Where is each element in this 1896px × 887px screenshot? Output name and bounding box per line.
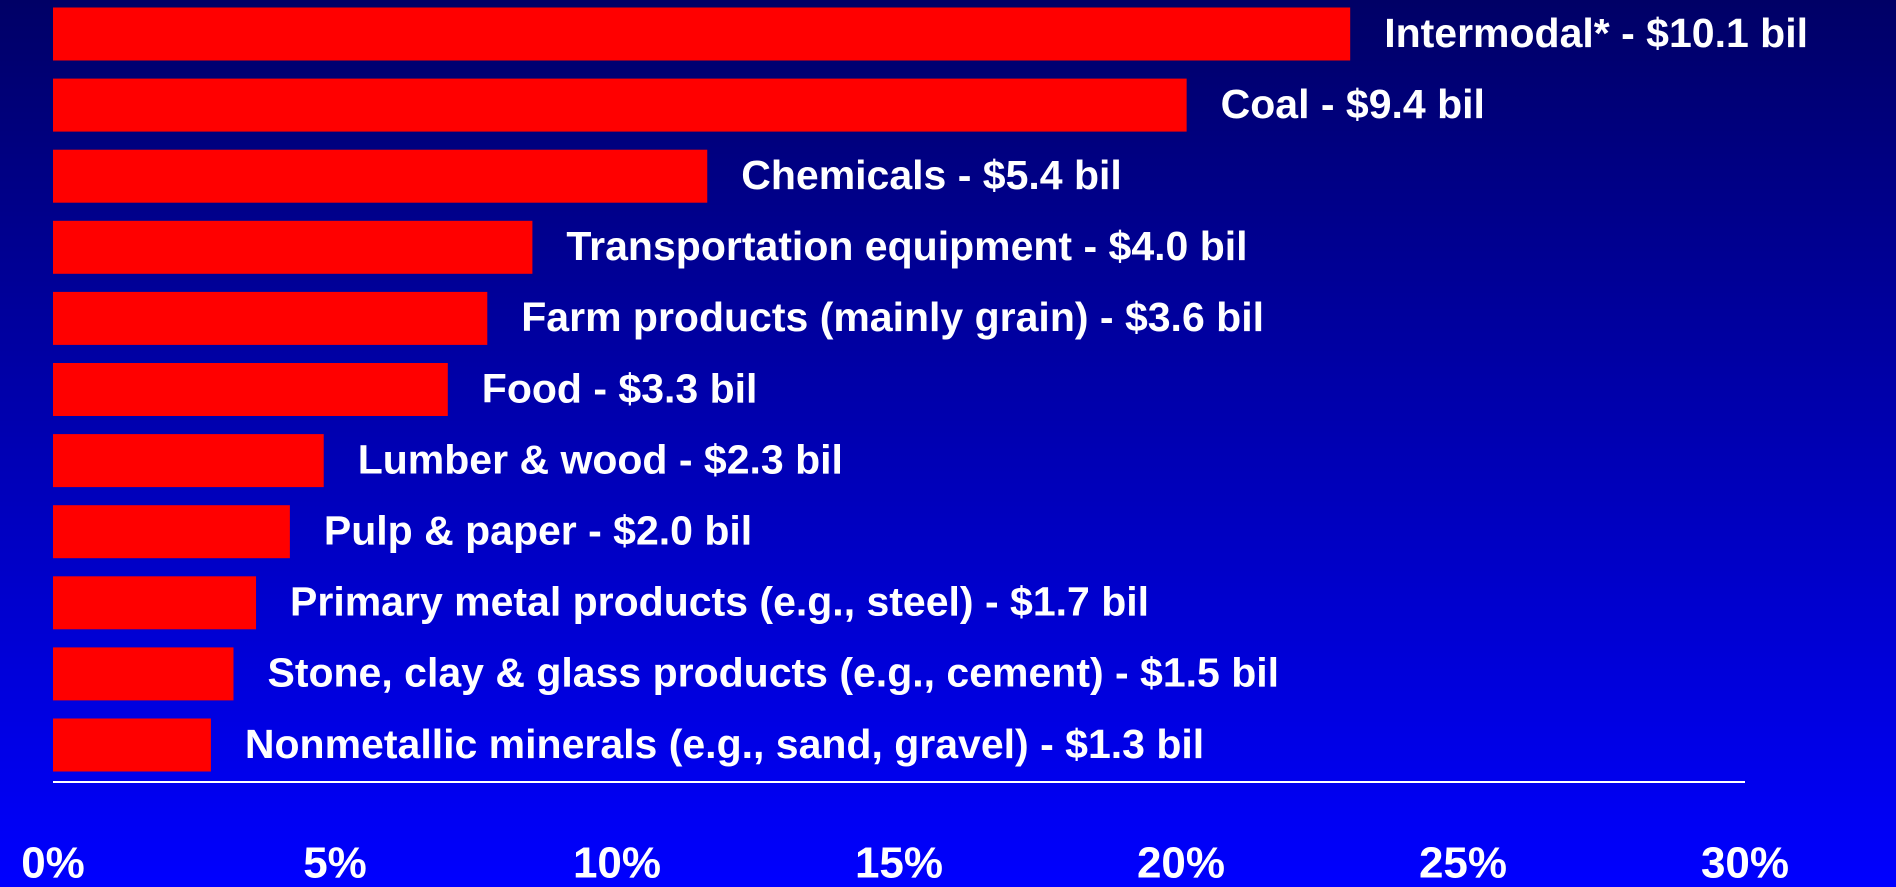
- bar-label: Food - $3.3 bil: [482, 365, 758, 411]
- bar-label: Chemicals - $5.4 bil: [741, 152, 1122, 198]
- x-tick-label: 5%: [303, 839, 367, 887]
- bar: [53, 434, 324, 488]
- bar: [53, 78, 1187, 132]
- bar-label: Transportation equipment - $4.0 bil: [566, 223, 1247, 269]
- bar: [53, 363, 448, 416]
- bar: [53, 576, 257, 630]
- bar: [53, 149, 708, 203]
- bar-label: Farm products (mainly grain) - $3.6 bil: [521, 294, 1264, 340]
- x-tick-label: 10%: [573, 839, 661, 887]
- bar-label: Intermodal* - $10.1 bil: [1384, 10, 1808, 56]
- bar: [53, 291, 488, 345]
- bar-label: Lumber & wood - $2.3 bil: [358, 436, 843, 482]
- x-tick-label: 20%: [1137, 839, 1225, 887]
- bar-label: Primary metal products (e.g., steel) - $…: [290, 579, 1149, 625]
- bar: [53, 718, 211, 772]
- bar: [53, 647, 234, 701]
- bar-label: Pulp & paper - $2.0 bil: [324, 508, 752, 554]
- bar-label: Stone, clay & glass products (e.g., ceme…: [267, 650, 1279, 696]
- bar: [53, 7, 1351, 61]
- x-tick-label: 30%: [1701, 839, 1789, 887]
- x-tick-label: 25%: [1419, 839, 1507, 887]
- x-tick-label: 0%: [21, 839, 85, 887]
- bar: [53, 505, 290, 559]
- x-tick-label: 15%: [855, 839, 943, 887]
- bar-label: Coal - $9.4 bil: [1221, 81, 1485, 127]
- bar: [53, 220, 533, 274]
- bar-label: Nonmetallic minerals (e.g., sand, gravel…: [245, 721, 1204, 767]
